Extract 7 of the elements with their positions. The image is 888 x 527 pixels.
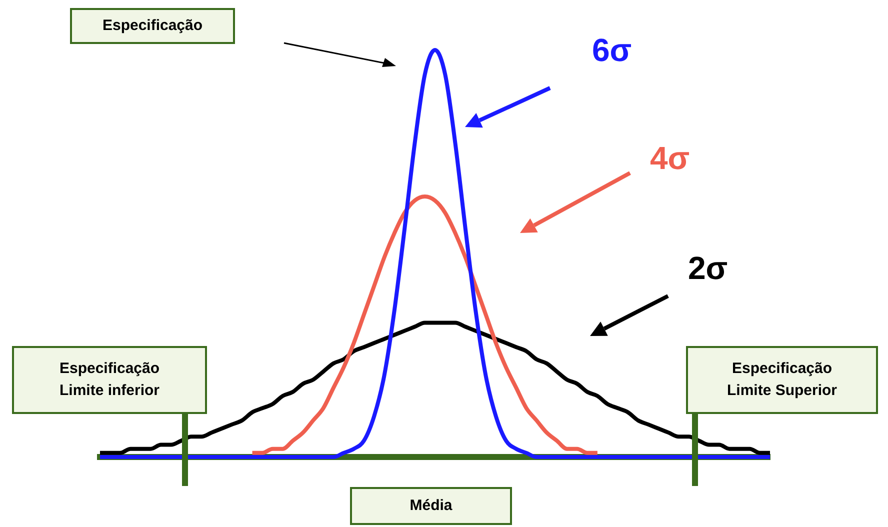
callout-box: Média [350,487,512,525]
text: 4σ [650,140,690,177]
callout-box: Especificação Limite inferior [12,346,207,414]
callout-box: Especificação [70,8,235,44]
callout-box: Especificação Limite Superior [686,346,878,414]
text: 2σ [688,250,728,287]
text: 6σ [592,32,632,69]
